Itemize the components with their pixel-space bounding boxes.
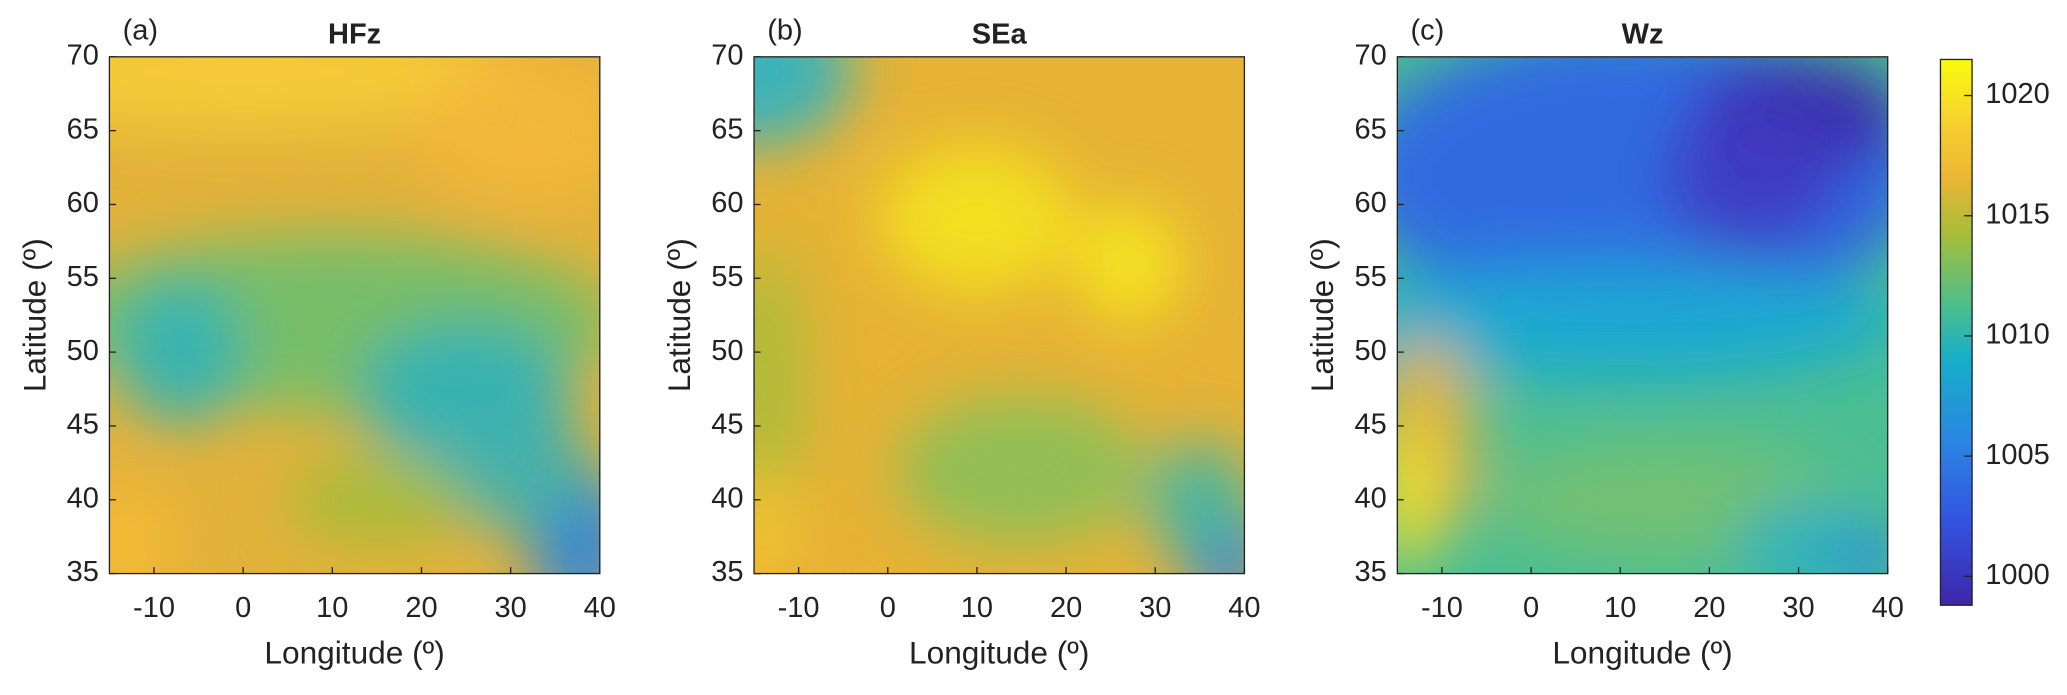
axes-box (1396, 56, 1889, 575)
x-tick-label: 40 (1228, 592, 1260, 624)
y-tick-label: 40 (1355, 482, 1387, 514)
pressure-field (754, 56, 1245, 574)
colorbar-tick-label: 1020 (1985, 78, 2050, 110)
y-axis-label: Latitude (º) (16, 238, 52, 392)
field-region (1843, 529, 1888, 574)
field-blobs (754, 56, 1245, 574)
x-tick-label: 10 (1604, 592, 1636, 624)
x-axis-label: Longitude (º) (264, 635, 444, 671)
x-tick-label: 20 (405, 592, 437, 624)
colorbar-tick-label: 1005 (1985, 439, 2050, 471)
panel-title: Wz (1622, 18, 1664, 50)
colorbar-tick-label: 1000 (1985, 559, 2050, 591)
field-region (1075, 204, 1183, 323)
pressure-field (109, 56, 600, 574)
x-axis-label: Longitude (º) (909, 635, 1089, 671)
colorbar (1939, 58, 1973, 606)
field-region (1146, 440, 1245, 559)
panel-label: (c) (1411, 14, 1445, 46)
y-tick-label: 35 (67, 556, 99, 588)
y-tick-label: 50 (711, 335, 743, 367)
y-tick-label: 55 (67, 261, 99, 293)
x-tick-label: 0 (235, 592, 251, 624)
y-tick-label: 40 (711, 482, 743, 514)
x-tick-label: 40 (1872, 592, 1904, 624)
panel-title: HFz (328, 18, 381, 50)
x-tick-label: 40 (584, 592, 616, 624)
x-tick-label: 10 (961, 592, 993, 624)
field-blobs (109, 56, 600, 574)
x-tick-label: 20 (1050, 592, 1082, 624)
y-tick-label: 50 (67, 335, 99, 367)
axes-box (753, 56, 1246, 575)
y-tick-label: 35 (1355, 556, 1387, 588)
x-tick-label: 20 (1693, 592, 1725, 624)
y-tick-label: 50 (1355, 335, 1387, 367)
field-region (118, 278, 244, 426)
x-axis-label: Longitude (º) (1552, 635, 1732, 671)
colorbar-tick-label: 1015 (1985, 198, 2050, 230)
y-tick-label: 55 (711, 261, 743, 293)
pressure-field (1397, 56, 1888, 574)
field-region (430, 411, 591, 530)
x-tick-label: 0 (880, 592, 896, 624)
field-region (109, 56, 529, 131)
field-blobs (1397, 56, 1888, 574)
y-tick-label: 70 (67, 39, 99, 71)
x-tick-label: 30 (1139, 592, 1171, 624)
y-axis-label: Latitude (º) (661, 238, 697, 392)
field-region (109, 485, 172, 574)
y-tick-label: 45 (67, 409, 99, 441)
y-axis-label: Latitude (º) (1304, 238, 1340, 392)
axes-box (108, 56, 601, 575)
y-tick-label: 65 (711, 113, 743, 145)
y-tick-label: 45 (711, 409, 743, 441)
panel-label: (a) (123, 14, 158, 46)
x-tick-label: -10 (133, 592, 175, 624)
colorbar-tick-label: 1010 (1985, 319, 2050, 351)
field-region (1664, 101, 1844, 249)
x-tick-label: 10 (316, 592, 348, 624)
y-tick-label: 60 (67, 187, 99, 219)
y-tick-label: 45 (1355, 409, 1387, 441)
y-tick-label: 70 (1355, 39, 1387, 71)
x-tick-label: 0 (1523, 592, 1539, 624)
field-region (1736, 499, 1879, 574)
y-tick-label: 65 (1355, 113, 1387, 145)
panel-label: (b) (767, 14, 802, 46)
y-tick-label: 35 (711, 556, 743, 588)
x-tick-label: -10 (1421, 592, 1463, 624)
y-tick-label: 55 (1355, 261, 1387, 293)
field-region (754, 56, 853, 146)
field-region (878, 145, 1076, 294)
y-tick-label: 60 (711, 187, 743, 219)
field-region (754, 470, 790, 574)
field-region (1397, 263, 1888, 382)
field-region (1397, 425, 1433, 574)
field-region (421, 56, 600, 205)
field-region (896, 396, 1147, 545)
y-tick-label: 70 (711, 39, 743, 71)
field-region (754, 248, 808, 515)
x-tick-label: 30 (1782, 592, 1814, 624)
x-tick-label: 30 (495, 592, 527, 624)
panel-title: SEa (972, 18, 1028, 50)
x-tick-label: -10 (778, 592, 820, 624)
y-tick-label: 40 (67, 482, 99, 514)
y-tick-label: 60 (1355, 187, 1387, 219)
field-region (287, 455, 467, 545)
y-tick-label: 65 (67, 113, 99, 145)
